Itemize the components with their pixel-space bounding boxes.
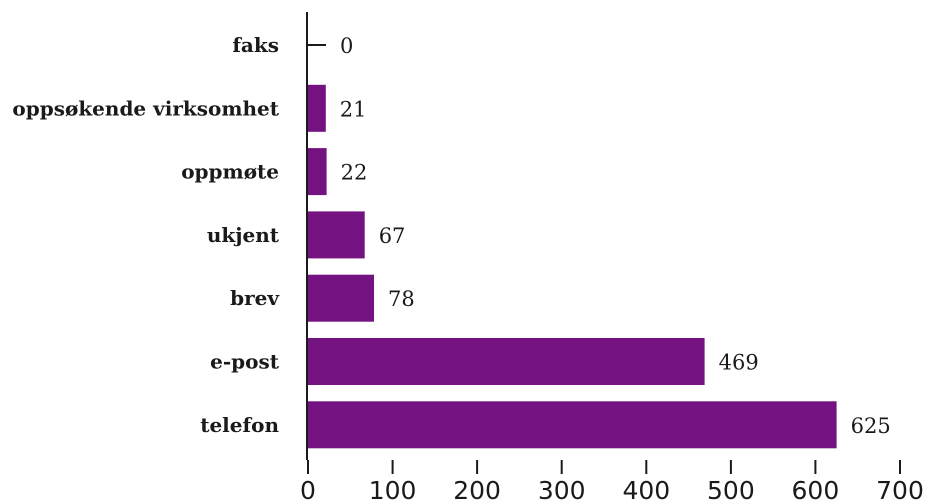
category-label-oppmøte: oppmøte	[181, 160, 279, 184]
x-tick-label-500: 500	[707, 476, 755, 502]
x-tick-label-600: 600	[792, 476, 840, 502]
category-label-faks: faks	[232, 33, 279, 57]
category-label-e-post: e-post	[210, 350, 280, 374]
x-tick-label-0: 0	[300, 476, 316, 502]
value-label-telefon: 625	[851, 414, 891, 438]
value-label-brev: 78	[388, 287, 415, 311]
value-labels: 0 21 22 67 78 469 625	[340, 34, 891, 438]
bar-brev	[308, 274, 374, 322]
bar-telefon	[308, 401, 837, 449]
value-label-oppsøkende-virksomhet: 21	[340, 97, 367, 121]
x-tick-label-300: 300	[538, 476, 586, 502]
category-labels: faks oppsøkende virksomhet oppmøte ukjent br…	[12, 33, 280, 437]
x-axis-ticks	[307, 460, 901, 474]
x-tick-label-100: 100	[369, 476, 417, 502]
value-label-ukjent: 67	[379, 224, 406, 248]
category-label-brev: brev	[230, 286, 280, 310]
bar-oppmøte	[308, 148, 327, 196]
value-label-faks: 0	[340, 34, 353, 58]
category-label-telefon: telefon	[200, 413, 279, 437]
bar-e-post	[308, 338, 705, 385]
value-label-oppmøte: 22	[341, 161, 368, 185]
bar-oppsøkende-virksomhet	[308, 84, 326, 132]
x-axis-tick-labels: 0 100 200 300 400 500 600 700	[300, 476, 924, 502]
x-tick-label-200: 200	[453, 476, 501, 502]
category-label-ukjent: ukjent	[207, 223, 280, 247]
category-label-oppsøkende-virksomhet: oppsøkende virksomhet	[12, 96, 279, 120]
x-tick-label-700: 700	[876, 476, 924, 502]
bars-group	[308, 44, 837, 449]
x-tick-label-400: 400	[622, 476, 670, 502]
value-label-e-post: 469	[719, 351, 759, 375]
bar-ukjent	[308, 211, 365, 259]
